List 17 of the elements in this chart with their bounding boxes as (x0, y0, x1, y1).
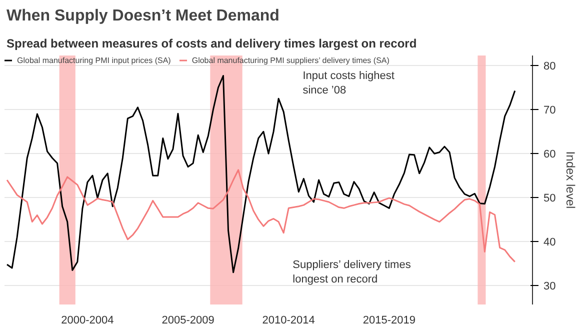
chart-subtitle: Spread between measures of costs and delivery times largest on record (6, 36, 417, 50)
y-tick-label: 50 (544, 192, 556, 205)
x-tick-label: 2000-2004 (61, 314, 114, 326)
y-tick-label: 30 (544, 280, 556, 293)
y-tick-label: 40 (544, 236, 556, 249)
legend-label: Global manufacturing PMI input prices (SA) (17, 55, 171, 65)
y-axis-title: Index level (564, 151, 578, 209)
x-tick-label: 2005-2009 (162, 314, 214, 326)
y-tick-label: 80 (544, 60, 556, 73)
x-tick-label: 2010-2014 (262, 314, 315, 326)
y-tick-label: 60 (544, 148, 556, 161)
y-tick-label: 70 (544, 104, 556, 117)
legend-label: Global manufacturing PMI suppliers’ delivery times (SA) (192, 55, 390, 65)
annotation: Input costs highest since ’08 (302, 70, 394, 96)
annotation: Suppliers’ delivery times longest on record (292, 259, 412, 286)
x-tick-label: 2015-2019 (362, 314, 416, 326)
chart-title: When Supply Doesn’t Meet Demand (6, 8, 280, 24)
